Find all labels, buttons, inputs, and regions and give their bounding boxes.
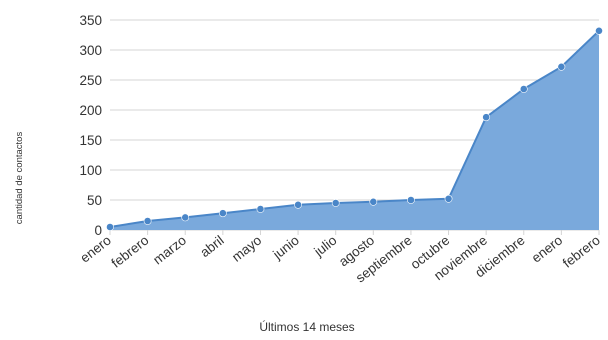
data-points <box>106 26 603 231</box>
area-fill <box>110 30 599 230</box>
y-tick-label-3: 150 <box>79 133 102 148</box>
y-axis-ticks: 0 50 100 150 200 250 300 350 <box>79 13 102 238</box>
x-tick-label-13: febrero <box>560 233 603 271</box>
y-tick-label-2: 100 <box>79 163 102 178</box>
data-point-0 <box>106 223 114 231</box>
data-point-12 <box>557 62 566 71</box>
data-point-11 <box>519 85 528 93</box>
data-point-5 <box>294 200 302 209</box>
data-point-4 <box>256 205 265 213</box>
data-point-3 <box>218 209 227 218</box>
x-tick-label-6: julio <box>311 233 340 260</box>
x-axis-title: Últimos 14 meses <box>259 319 354 334</box>
data-point-2 <box>181 213 190 222</box>
x-tick-label-5: junio <box>269 233 302 263</box>
y-tick-label-5: 250 <box>79 73 102 88</box>
grid-lines <box>109 19 600 235</box>
x-tick-label-2: marzo <box>150 233 189 268</box>
data-point-1 <box>143 217 152 225</box>
x-tick-label-4: mayo <box>229 233 264 265</box>
x-tick-label-12: enero <box>529 233 565 266</box>
y-tick-label-0: 0 <box>94 223 102 238</box>
y-tick-label-6: 300 <box>79 43 102 58</box>
x-tick-label-3: abril <box>197 233 226 261</box>
data-point-10 <box>482 113 491 122</box>
data-point-9 <box>444 194 453 203</box>
area-series <box>109 30 600 230</box>
series-line <box>109 30 600 228</box>
x-tick-label-1: febrero <box>109 233 152 271</box>
y-tick-label-7: 350 <box>79 13 102 28</box>
data-point-6 <box>331 199 340 207</box>
data-point-13 <box>595 26 603 35</box>
y-axis-title: cantidad de contactos <box>14 132 25 225</box>
data-point-8 <box>407 196 415 204</box>
y-tick-label-1: 50 <box>87 193 102 208</box>
y-tick-label-4: 200 <box>79 103 102 118</box>
data-point-7 <box>369 197 378 206</box>
